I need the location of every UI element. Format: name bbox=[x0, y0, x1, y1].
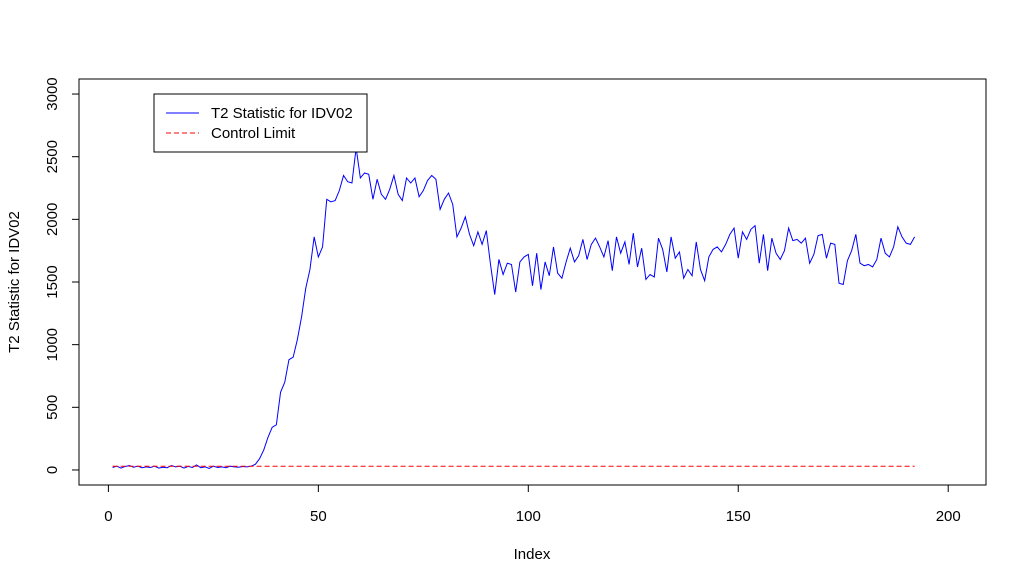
x-axis-title: Index bbox=[514, 546, 551, 563]
series-layer bbox=[112, 147, 916, 470]
y-tick-label: 500 bbox=[44, 395, 61, 420]
legend-label-t2: T2 Statistic for IDV02 bbox=[211, 105, 353, 122]
y-tick-label: 1500 bbox=[44, 265, 61, 298]
x-tick-label: 0 bbox=[104, 508, 112, 525]
y-tick-label: 2000 bbox=[44, 203, 61, 236]
x-axis: 0 50 100 150 200 bbox=[104, 484, 961, 525]
x-tick-label: 100 bbox=[516, 508, 541, 525]
legend-label-control-limit: Control Limit bbox=[211, 125, 296, 142]
x-tick-label: 150 bbox=[726, 508, 751, 525]
y-axis: 0 500 1000 1500 2000 2500 3000 bbox=[44, 77, 80, 474]
y-tick-label: 0 bbox=[44, 466, 61, 474]
y-tick-label: 3000 bbox=[44, 77, 61, 110]
y-tick-label: 2500 bbox=[44, 140, 61, 173]
y-tick-label: 1000 bbox=[44, 328, 61, 361]
legend-box bbox=[153, 93, 368, 153]
series-line-t2-statistic bbox=[112, 147, 916, 470]
x-tick-label: 50 bbox=[310, 508, 327, 525]
x-tick-label: 200 bbox=[936, 508, 961, 525]
y-axis-title: T2 Statistic for IDV02 bbox=[6, 211, 23, 353]
legend: T2 Statistic for IDV02 Control Limit bbox=[153, 93, 368, 153]
